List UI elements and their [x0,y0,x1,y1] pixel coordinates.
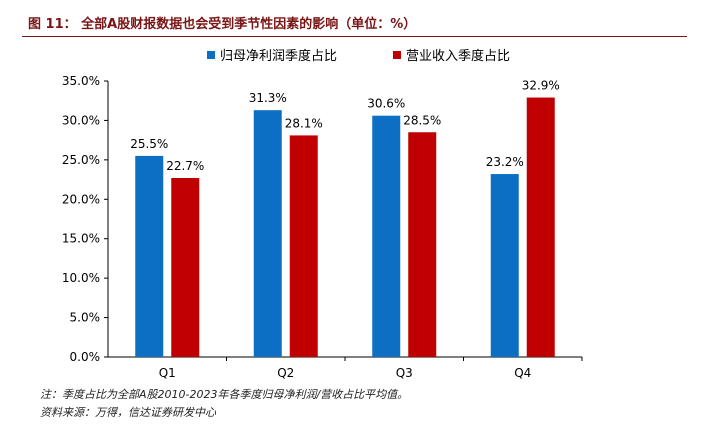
bar-q3-series-2 [408,132,437,357]
data-label: 25.5% [130,137,168,151]
bar-q1-series-1 [135,155,164,357]
y-tick-label: 10.0% [62,271,100,285]
legend-label-series-2: 营业收入季度占比 [406,48,510,64]
x-tick-label: Q1 [159,366,176,380]
figure-title: 图 11： 全部A股财报数据也会受到季节性因素的影响（单位：%） [28,17,417,32]
x-tick-label: Q3 [396,366,413,380]
bar-q2-series-2 [289,135,318,357]
bar-q4-series-2 [526,97,555,357]
bar-q1-series-2 [171,177,200,357]
data-label: 30.6% [367,97,405,111]
y-tick-label: 15.0% [62,232,100,246]
data-label: 28.5% [403,113,441,127]
y-tick-label: 35.0% [62,74,100,88]
bar-q4-series-1 [490,174,519,357]
y-tick-label: 5.0% [70,311,101,325]
data-label: 23.2% [486,155,524,169]
x-tick-label: Q2 [277,366,294,380]
bar-q2-series-1 [253,110,282,357]
chart-source: 资料来源：万得，信达证券研发中心 [40,406,216,419]
data-label: 31.3% [249,91,287,105]
legend-label-series-1: 归母净利润季度占比 [220,48,337,64]
data-label: 22.7% [166,159,204,173]
bar-q3-series-1 [372,115,401,357]
legend-swatch-series-1 [207,51,215,59]
figure-title-bar: 图 11： 全部A股财报数据也会受到季节性因素的影响（单位：%） [22,12,687,37]
legend-swatch-series-2 [393,51,401,59]
y-tick-label: 20.0% [62,192,100,206]
data-label: 28.1% [285,116,323,130]
data-label: 32.9% [522,79,560,93]
y-tick-label: 30.0% [62,113,100,127]
chart-note: 注：季度占比为全部A股2010-2023年各季度归母净利润/营收占比平均值。 [40,388,409,401]
y-tick-label: 25.0% [62,153,100,167]
y-tick-label: 0.0% [70,350,101,364]
x-tick-label: Q4 [514,366,531,380]
